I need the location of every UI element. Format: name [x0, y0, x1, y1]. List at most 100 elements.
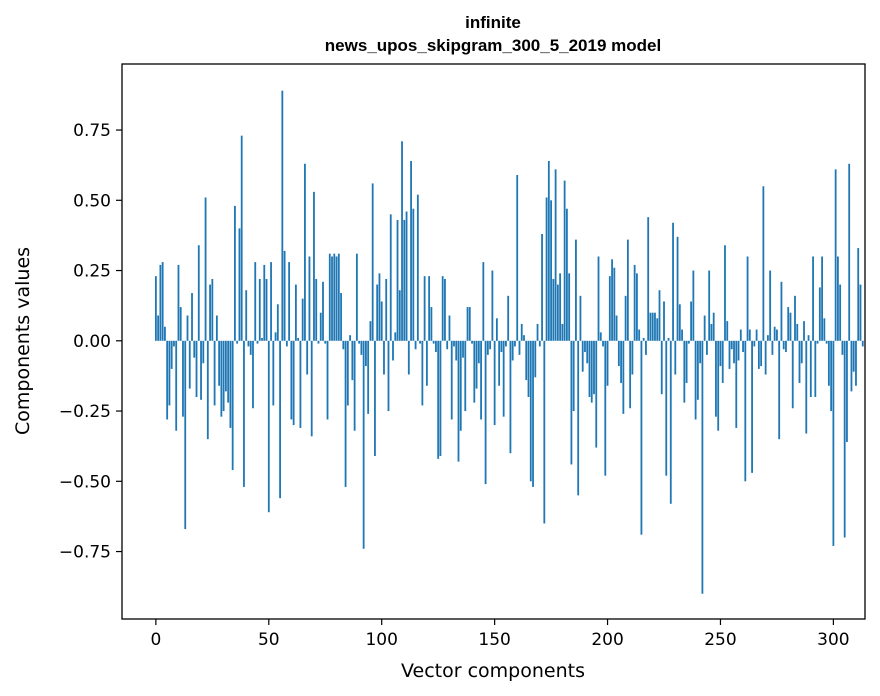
bar-105: [392, 340, 394, 361]
bar-15: [188, 340, 191, 389]
bar-144: [480, 340, 482, 420]
bar-192: [588, 340, 591, 397]
bar-111: [405, 211, 408, 341]
bar-151: [495, 318, 498, 341]
bar-242: [701, 340, 704, 594]
bar-40: [245, 290, 248, 341]
bar-307: [848, 163, 851, 341]
y-axis-label: Components values: [12, 247, 34, 435]
bar-262: [746, 256, 749, 341]
bar-219: [649, 312, 652, 341]
bar-130: [448, 315, 451, 341]
bar-124: [435, 340, 437, 353]
bar-269: [762, 186, 765, 341]
bar-166: [529, 340, 532, 482]
bar-254: [728, 340, 731, 369]
y-axis-ticks: 0.75 0.50 0.25 0.00 −0.25 −0.50 −0.75: [59, 121, 122, 563]
bar-256: [733, 340, 735, 364]
bar-241: [699, 340, 702, 364]
bar-237: [690, 301, 693, 341]
bar-84: [344, 340, 347, 487]
bar-143: [477, 340, 480, 364]
bar-113: [410, 160, 412, 341]
bar-13: [184, 340, 187, 530]
bar-54: [276, 304, 279, 341]
bar-142: [475, 340, 478, 389]
bar-286: [800, 340, 803, 364]
bar-20: [200, 340, 202, 400]
bar-203: [613, 267, 616, 341]
bar-277: [780, 281, 783, 341]
bar-297: [825, 340, 828, 344]
bar-51: [270, 262, 272, 341]
bar-261: [744, 340, 747, 482]
bar-184: [570, 340, 573, 465]
bar-38: [240, 135, 243, 341]
bar-236: [687, 340, 690, 344]
bar-68: [308, 256, 311, 341]
bar-116: [416, 194, 419, 341]
bar-259: [739, 329, 742, 341]
bar-202: [611, 259, 613, 341]
bar-264: [751, 340, 753, 473]
bar-26: [213, 340, 216, 406]
bar-220: [651, 312, 654, 341]
bar-72: [317, 340, 320, 344]
bar-225: [663, 301, 665, 341]
bar-218: [647, 217, 650, 341]
bar-311: [857, 248, 860, 341]
bar-282: [791, 340, 794, 409]
bar-159: [514, 340, 516, 347]
bar-48: [263, 264, 266, 341]
bar-132: [453, 340, 455, 347]
bar-182: [565, 208, 568, 341]
bar-235: [685, 340, 688, 383]
bar-245: [708, 270, 711, 341]
bar-178: [556, 284, 559, 341]
bar-92: [362, 340, 365, 549]
bar-233: [681, 329, 683, 341]
bar-70: [313, 191, 315, 341]
bar-145: [482, 262, 485, 341]
bar-3: [161, 262, 164, 341]
bar-180: [561, 323, 564, 341]
bar-88: [353, 340, 356, 431]
y-tick-label: 0.50: [73, 191, 111, 211]
bar-96: [371, 183, 374, 341]
bar-36: [236, 340, 239, 344]
bar-164: [525, 340, 528, 381]
bar-46: [258, 278, 261, 341]
bar-147: [486, 340, 489, 355]
bar-193: [590, 340, 593, 403]
bar-39: [243, 340, 245, 487]
bar-246: [710, 323, 713, 341]
bar-274: [773, 326, 776, 341]
bar-137: [464, 340, 467, 412]
bar-223: [658, 290, 661, 341]
bar-59: [288, 262, 291, 341]
bar-32: [227, 340, 230, 403]
bar-186: [575, 239, 577, 341]
bar-19: [197, 245, 200, 341]
bar-49: [265, 278, 268, 341]
bar-283: [794, 295, 796, 341]
bar-285: [798, 340, 801, 383]
bar-232: [678, 304, 681, 341]
bar-255: [730, 340, 733, 350]
bar-27: [215, 315, 218, 341]
bar-57: [283, 250, 286, 341]
bar-64: [299, 340, 302, 428]
bar-99: [378, 273, 381, 341]
bar-305: [843, 340, 846, 538]
bar-224: [660, 340, 663, 395]
x-tick-label: 100: [365, 630, 397, 650]
bar-196: [597, 256, 600, 341]
bar-126: [439, 340, 442, 457]
bar-206: [620, 340, 622, 383]
bar-107: [396, 219, 399, 341]
bar-162: [520, 323, 523, 341]
bar-78: [331, 256, 333, 341]
bar-168: [534, 340, 537, 378]
bar-158: [511, 340, 514, 361]
